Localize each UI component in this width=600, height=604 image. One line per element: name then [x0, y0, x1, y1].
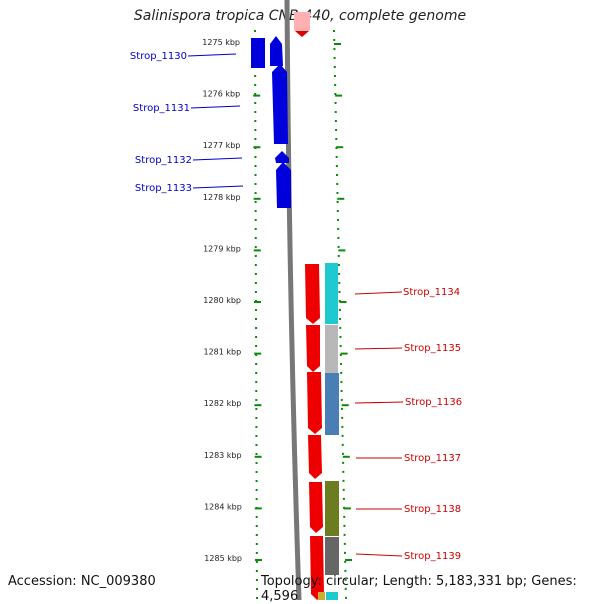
genome-backbone [284, 0, 302, 600]
gene-arrow-strop-1134[interactable] [305, 264, 320, 324]
leader-strop-1134 [354, 291, 403, 295]
tick-label: 1280 kbp [203, 296, 241, 305]
tick-label: 1281 kbp [203, 348, 241, 357]
cog-strip-strop-1139 [325, 537, 339, 575]
leader-strop-1135 [354, 347, 403, 350]
gene-arrow-strop-1139[interactable] [310, 536, 324, 600]
tick-label: 1285 kbp [204, 554, 242, 563]
gene-arrow-strop-1130b[interactable] [270, 36, 283, 66]
gene-label-strop-1135[interactable]: Strop_1135 [404, 343, 461, 354]
gene-arrow-strop-1131[interactable] [272, 64, 288, 144]
gene-arrow-strop-1132[interactable] [275, 151, 289, 163]
leader-strop-1139 [355, 553, 403, 557]
gene-label-strop-1139[interactable]: Strop_1139 [404, 551, 461, 562]
gene-arrow-strop-1138[interactable] [309, 482, 323, 533]
leader-strop-1132 [192, 157, 243, 161]
gene-label-strop-1130[interactable]: Strop_1130 [130, 51, 187, 62]
top-gene-marker [294, 12, 310, 37]
left-ruler [254, 29, 258, 600]
gene-label-strop-1132[interactable]: Strop_1132 [135, 155, 192, 166]
leader-strop-1130 [187, 53, 237, 57]
gene-label-strop-1137[interactable]: Strop_1137 [404, 453, 461, 464]
leader-strop-1136 [354, 401, 404, 404]
gene-label-strop-1136[interactable]: Strop_1136 [405, 397, 462, 408]
top-gene-marker-red [295, 31, 309, 37]
leader-strop-1131 [190, 105, 241, 109]
accession-text: Accession: NC_009380 [8, 574, 156, 589]
tick-label: 1283 kbp [204, 451, 242, 460]
cog-strip-strop-1134 [325, 263, 338, 324]
cog-strip-strop-1136 [325, 373, 339, 435]
gene-arrow-strop-1137[interactable] [308, 435, 322, 479]
tick-label: 1277 kbp [203, 141, 241, 150]
gene-label-strop-1138[interactable]: Strop_1138 [404, 504, 461, 515]
tick-label: 1279 kbp [203, 244, 241, 253]
cog-strip-bottom-b [326, 592, 338, 600]
gene-label-strop-1134[interactable]: Strop_1134 [403, 287, 460, 298]
cog-strip-strop-1138 [325, 481, 339, 536]
gene-block-strop-1130a[interactable] [251, 38, 265, 68]
leader-strop-1133 [192, 185, 244, 189]
gene-label-strop-1133[interactable]: Strop_1133 [135, 183, 192, 194]
cog-strip-strop-1135 [325, 325, 338, 373]
gene-arrow-strop-1133[interactable] [276, 162, 291, 208]
tick-label: 1275 kbp [202, 38, 240, 47]
gene-arrow-strop-1135[interactable] [306, 325, 320, 372]
gene-label-strop-1131[interactable]: Strop_1131 [133, 103, 190, 114]
tick-label: 1278 kbp [203, 193, 241, 202]
gene-arrow-strop-1136[interactable] [307, 372, 322, 434]
tick-label: 1276 kbp [202, 90, 240, 99]
cog-strip-bottom-a [318, 592, 325, 600]
tick-label: 1284 kbp [204, 502, 242, 511]
tick-label: 1282 kbp [204, 399, 242, 408]
